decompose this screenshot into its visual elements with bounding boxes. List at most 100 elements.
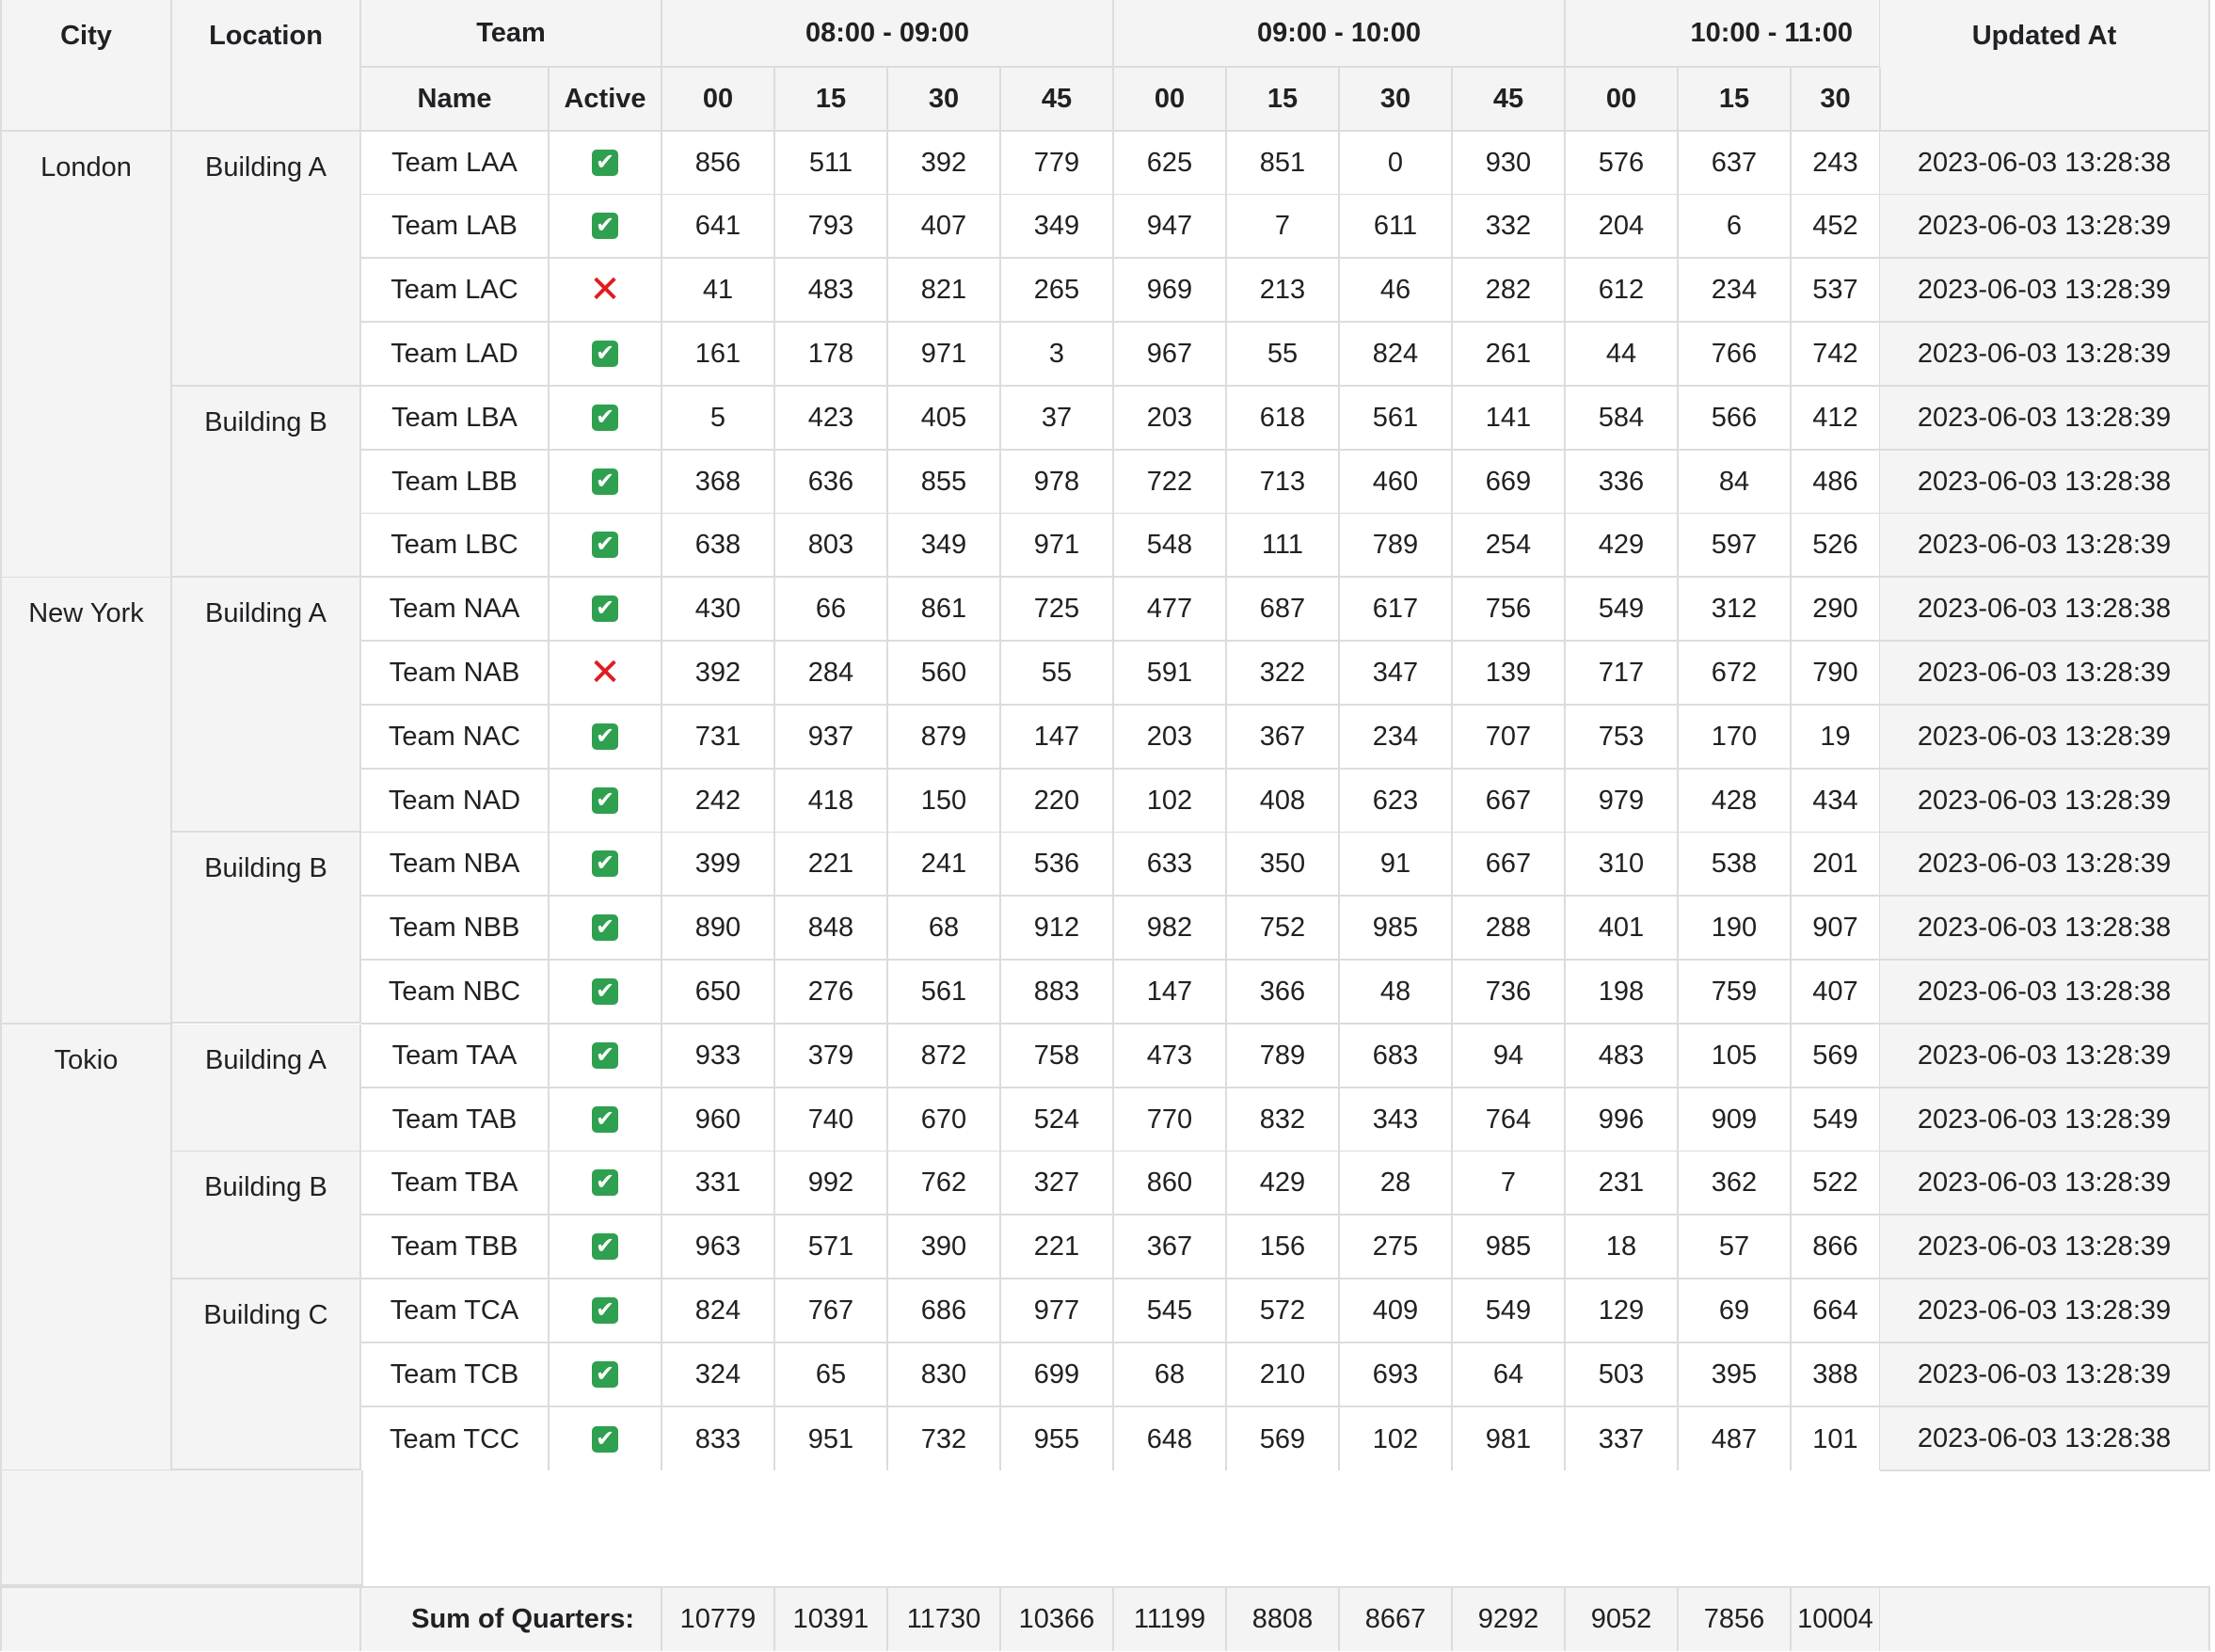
value-cell: 347 <box>1340 642 1453 706</box>
value-cell: 879 <box>888 706 1001 770</box>
value-cell: 429 <box>1566 514 1679 578</box>
updated-at-cell: 2023-06-03 13:28:39 <box>1880 833 2210 897</box>
value-cell: 213 <box>1227 259 1340 323</box>
footer-sum-cell: 10004 <box>1792 1586 1881 1651</box>
value-cell: 572 <box>1227 1279 1340 1343</box>
header-team: Team <box>361 0 662 68</box>
active-cell: ✔ <box>550 1088 662 1152</box>
active-cell: ✔ <box>550 770 662 834</box>
active-cell: ✔ <box>550 514 662 578</box>
value-cell: 753 <box>1566 706 1679 770</box>
footer-sum-cell: 10366 <box>1001 1586 1114 1651</box>
value-cell: 762 <box>888 1152 1001 1215</box>
value-cell: 37 <box>1001 387 1114 451</box>
value-cell: 522 <box>1792 1152 1881 1215</box>
value-cell: 967 <box>1114 323 1227 387</box>
value-cell: 511 <box>775 132 888 196</box>
value-cell: 933 <box>662 1025 775 1088</box>
location-cell: Building A <box>172 132 361 387</box>
value-cell: 860 <box>1114 1152 1227 1215</box>
updated-at-cell: 2023-06-03 13:28:39 <box>1880 387 2210 451</box>
value-cell: 978 <box>1001 451 1114 515</box>
value-cell: 977 <box>1001 1279 1114 1343</box>
value-cell: 336 <box>1566 451 1679 515</box>
value-cell: 473 <box>1114 1025 1227 1088</box>
value-cell: 618 <box>1227 387 1340 451</box>
value-cell: 561 <box>1340 387 1453 451</box>
value-cell: 366 <box>1227 961 1340 1025</box>
updated-at-cell: 2023-06-03 13:28:39 <box>1880 1215 2210 1279</box>
location-cell: Building B <box>172 387 361 578</box>
updated-at-cell: 2023-06-03 13:28:38 <box>1880 578 2210 642</box>
value-cell: 722 <box>1114 451 1227 515</box>
updated-at-cell: 2023-06-03 13:28:39 <box>1880 1279 2210 1343</box>
value-cell: 740 <box>775 1088 888 1152</box>
updated-at-cell: 2023-06-03 13:28:39 <box>1880 1343 2210 1407</box>
header-hour-group: 10:00 - 11:00 <box>1566 0 1881 68</box>
value-cell: 824 <box>1340 323 1453 387</box>
value-cell: 204 <box>1566 195 1679 259</box>
value-cell: 855 <box>888 451 1001 515</box>
value-cell: 982 <box>1114 897 1227 961</box>
value-cell: 275 <box>1340 1215 1453 1279</box>
check-icon: ✔ <box>592 1297 618 1324</box>
value-cell: 111 <box>1227 514 1340 578</box>
value-cell: 337 <box>1566 1407 1679 1471</box>
team-name-cell: Team TBA <box>361 1152 550 1215</box>
team-name-cell: Team TCA <box>361 1279 550 1343</box>
value-cell: 139 <box>1453 642 1566 706</box>
value-cell: 861 <box>888 578 1001 642</box>
value-cell: 963 <box>662 1215 775 1279</box>
value-cell: 19 <box>1792 706 1881 770</box>
footer-label: Sum of Quarters: <box>361 1586 662 1651</box>
value-cell: 28 <box>1340 1152 1453 1215</box>
team-name-cell: Team NAA <box>361 578 550 642</box>
value-cell: 569 <box>1227 1407 1340 1471</box>
check-icon: ✔ <box>592 469 618 495</box>
check-icon: ✔ <box>592 850 618 877</box>
value-cell: 141 <box>1453 387 1566 451</box>
value-cell: 147 <box>1114 961 1227 1025</box>
footer-sum-cell: 10391 <box>775 1586 888 1651</box>
team-name-cell: Team NBB <box>361 897 550 961</box>
value-cell: 234 <box>1340 706 1453 770</box>
header-quarter: 00 <box>662 68 775 132</box>
value-cell: 633 <box>1114 833 1227 897</box>
value-cell: 736 <box>1453 961 1566 1025</box>
value-cell: 331 <box>662 1152 775 1215</box>
value-cell: 409 <box>1340 1279 1453 1343</box>
value-cell: 390 <box>888 1215 1001 1279</box>
value-cell: 150 <box>888 770 1001 834</box>
value-cell: 686 <box>888 1279 1001 1343</box>
value-cell: 69 <box>1679 1279 1792 1343</box>
value-cell: 545 <box>1114 1279 1227 1343</box>
header-quarter: 30 <box>1792 68 1881 132</box>
value-cell: 636 <box>775 451 888 515</box>
value-cell: 883 <box>1001 961 1114 1025</box>
value-cell: 395 <box>1679 1343 1792 1407</box>
active-cell: ✔ <box>550 387 662 451</box>
footer-sum-cell: 7856 <box>1679 1586 1792 1651</box>
value-cell: 401 <box>1566 897 1679 961</box>
check-icon: ✔ <box>592 596 618 622</box>
value-cell: 367 <box>1227 706 1340 770</box>
value-cell: 623 <box>1340 770 1453 834</box>
team-name-cell: Team LBB <box>361 451 550 515</box>
value-cell: 203 <box>1114 387 1227 451</box>
active-cell: ✔ <box>550 1343 662 1407</box>
value-cell: 412 <box>1792 387 1881 451</box>
header-quarter: 30 <box>1340 68 1453 132</box>
check-icon: ✔ <box>592 787 618 814</box>
value-cell: 617 <box>1340 578 1453 642</box>
footer-updated-blank <box>1880 1586 2210 1651</box>
check-icon: ✔ <box>592 213 618 239</box>
footer-sum-cell: 11199 <box>1114 1586 1227 1651</box>
value-cell: 667 <box>1453 833 1566 897</box>
team-name-cell: Team LBA <box>361 387 550 451</box>
value-cell: 985 <box>1340 897 1453 961</box>
value-cell: 46 <box>1340 259 1453 323</box>
footer-sum-cell: 11730 <box>888 1586 1001 1651</box>
active-cell: ✔ <box>550 195 662 259</box>
value-cell: 55 <box>1001 642 1114 706</box>
updated-at-cell: 2023-06-03 13:28:39 <box>1880 1088 2210 1152</box>
